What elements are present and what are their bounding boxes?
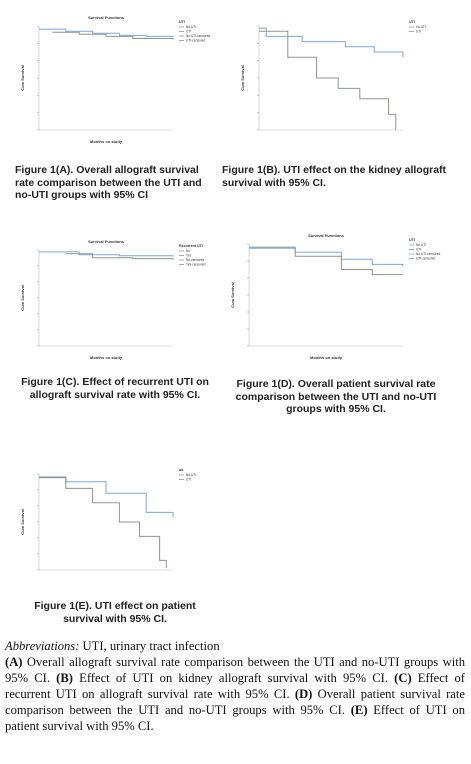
survival-curve (39, 477, 167, 569)
abbreviations-label: Abbreviations: (5, 639, 80, 653)
legend-entry: No UTI-censored (416, 252, 440, 256)
y-axis-label: Cum Survival (240, 65, 245, 91)
item-label: (D) (294, 687, 313, 701)
survival-curve (259, 27, 404, 58)
survival-curve (65, 253, 174, 260)
legend-entry: UTI (186, 29, 191, 33)
item-label: (A) (5, 655, 23, 669)
legend-entry: UTI (186, 477, 191, 481)
survival-curve (259, 30, 397, 130)
legend-entry: No UTI-censored (186, 34, 210, 38)
legend-entry: UTI (416, 247, 421, 251)
figure-caption: Figure 1(C). Effect of recurrent UTI on … (21, 376, 209, 401)
legend-entry: UTI-censored (186, 38, 206, 42)
figure-legend: (A) Overall allograft survival rate comp… (5, 654, 465, 734)
x-axis-label: Months on study (90, 139, 123, 144)
legend-entry: Yes (186, 253, 192, 257)
y-axis-label: Cum Survival (20, 509, 25, 535)
legend-entry: No UTI (416, 243, 426, 247)
figure-panel: Survival Functions Cum Survival Months on … (20, 239, 206, 360)
legend-title: uti (179, 468, 183, 472)
y-axis-label: Cum Survival (20, 65, 25, 91)
legend-title: UTI (409, 20, 415, 24)
figure-panel: Survival Functions Cum Survival Months on … (230, 233, 440, 360)
figure-caption: Figure 1(D). Overall patient survival ra… (235, 378, 437, 415)
panel-title: Survival Functions (308, 233, 345, 238)
item-text: Overall patient survival rate comparison… (5, 687, 465, 717)
legend-entry: No-censored (186, 258, 204, 262)
figure-caption: Figure 1(E). UTI effect on patient survi… (34, 600, 196, 625)
x-axis-label: Months on study (90, 355, 123, 360)
item-text: Effect of recurrent UTI on allograft sur… (5, 671, 466, 701)
item-label: (B) (56, 671, 73, 685)
survival-curve (52, 31, 174, 40)
figure-panel: Survival Functions Cum Survival Months on … (20, 15, 210, 144)
abbreviations: Abbreviations: UTI, urinary tract infect… (5, 638, 465, 654)
item-text: Effect of UTI on patient survival with 9… (5, 703, 465, 733)
y-axis-label: Cum Survival (20, 285, 25, 311)
abbreviations-text: UTI, urinary tract infection (79, 639, 220, 653)
survival-curve (39, 28, 174, 38)
survival-curve (39, 476, 174, 518)
legend-title: UTI (409, 238, 415, 242)
legend-entry: UTI (416, 29, 421, 33)
item-text: Effect of UTI on kidney allograft surviv… (72, 671, 395, 685)
legend-title: UTI (179, 20, 185, 24)
item-text: Overall allograft survival rate comparis… (5, 655, 465, 685)
legend-entry: UTI-censored (416, 256, 436, 260)
legend-entry: No (186, 249, 190, 253)
item-label: (C) (394, 671, 412, 685)
survival-curve (39, 251, 174, 257)
panel-title: Survival Functions (88, 239, 125, 244)
figure-caption: Figure 1(A). Overall allograft survival … (15, 164, 202, 201)
y-axis-label: Cum Survival (230, 282, 235, 308)
legend-entry: No UTI (186, 25, 196, 29)
survival-curve (249, 246, 404, 267)
legend-entry: No UTI (186, 473, 196, 477)
item-label: (E) (350, 703, 368, 717)
figure-caption: Figure 1(B). UTI effect on the kidney al… (222, 164, 447, 189)
survival-curve (249, 247, 403, 276)
x-axis-label: Months on study (310, 355, 343, 360)
legend-title: Recurrent UTI (179, 244, 203, 248)
legend-entry: no-UTI (416, 25, 426, 29)
legend-entry: Yes-censored (186, 262, 206, 266)
panel-title: Survival Functions (88, 15, 125, 20)
